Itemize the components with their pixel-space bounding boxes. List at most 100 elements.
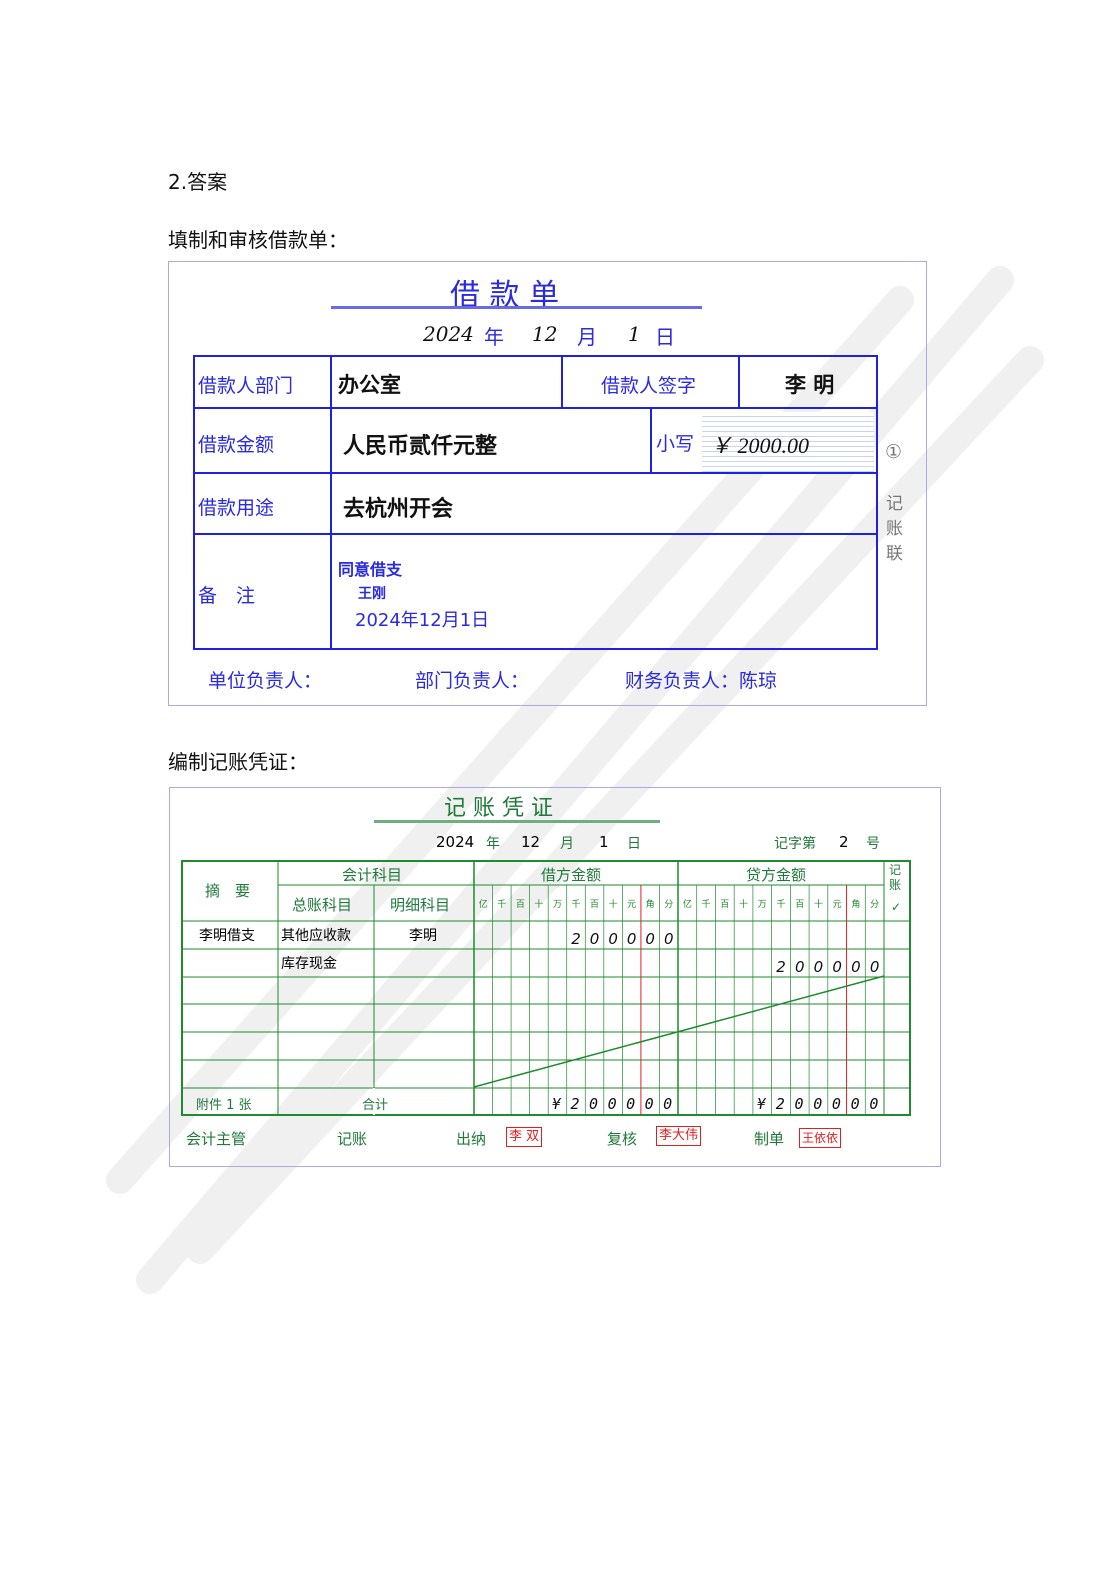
header-credit: 贷方金额 <box>746 866 807 884</box>
small-label: 小写 <box>656 433 695 455</box>
dept-label: 借款人部门 <box>198 375 294 397</box>
loan-date-year-label: 年 <box>484 325 504 349</box>
row2-general: 库存现金 <box>281 956 337 972</box>
voucher-date-day: 1 <box>599 833 609 851</box>
cancel-diagonal-line <box>473 975 885 1088</box>
voucher-date-month-label: 月 <box>560 836 574 852</box>
amount-number: ￥ 2000.00 <box>710 433 810 458</box>
purpose-value: 去杭州开会 <box>343 496 454 522</box>
purpose-label: 借款用途 <box>198 497 275 519</box>
header-general: 总账科目 <box>292 896 353 914</box>
digit-unit-label: 千 <box>571 899 580 910</box>
row-divider <box>193 472 876 474</box>
credit-digit: 0 <box>814 958 824 976</box>
preparer-stamp: 王依依 <box>799 1128 842 1148</box>
section-title: 2.答案 <box>168 170 228 194</box>
digit-unit-label: 元 <box>627 900 636 910</box>
loan-date-month: 12 <box>532 322 558 346</box>
attachments-count: 附件 1 张 <box>196 1098 252 1113</box>
digit-unit-label: 角 <box>646 898 655 910</box>
loan-date-month-label: 月 <box>577 325 597 349</box>
digit-unit-label: 十 <box>609 898 618 910</box>
debit-digit: 0 <box>590 930 600 948</box>
cashier-stamp: 李 双 <box>506 1127 543 1147</box>
remark-approval: 同意借支 <box>338 560 403 579</box>
footer-unit-head: 单位负责人： <box>208 670 323 692</box>
loan-caption: 填制和审核借款单： <box>168 228 348 252</box>
header-account: 会计科目 <box>342 866 403 884</box>
signoff-role: 制单 <box>754 1130 785 1148</box>
reviewer-stamp: 李大伟 <box>656 1126 702 1146</box>
voucher-table-border <box>181 860 911 1116</box>
debit-digit: 0 <box>645 930 655 948</box>
amount-hatch <box>702 412 874 472</box>
copy-number: ① <box>885 441 903 463</box>
voucher <box>169 787 941 1167</box>
credit-digit: 2 <box>776 958 786 976</box>
loan-table <box>193 355 878 650</box>
debit-digit: 0 <box>664 930 674 948</box>
remark-date: 2024年12月1日 <box>355 610 490 631</box>
loan-form <box>168 261 927 706</box>
row1-general: 其他应收款 <box>281 928 351 944</box>
signoff-role: 记账 <box>337 1130 368 1148</box>
remark-label: 备 注 <box>198 585 256 607</box>
footer-finance-head: 财务负责人：陈琼 <box>625 670 778 692</box>
digit-unit-label: 分 <box>664 899 673 910</box>
row1-summary: 李明借支 <box>199 928 255 944</box>
header-debit: 借方金额 <box>541 866 602 884</box>
col-divider <box>650 408 652 473</box>
credit-digit: 0 <box>795 958 805 976</box>
voucher-date-year: 2024 <box>436 833 475 851</box>
remark-signer: 王刚 <box>358 586 386 602</box>
voucher-date-day-label: 日 <box>627 836 641 852</box>
loan-date-year: 2024 <box>423 322 474 346</box>
amount-label: 借款金额 <box>198 434 275 456</box>
digit-unit-label: 元 <box>833 900 842 910</box>
voucher-date-month: 12 <box>521 833 541 851</box>
header-summary: 摘 要 <box>205 882 251 900</box>
voucher-number-prefix: 记字第 <box>774 836 816 852</box>
voucher-number-value: 2 <box>839 833 849 851</box>
digit-unit-label: 分 <box>870 899 879 910</box>
loan-date-day: 1 <box>628 322 641 346</box>
digit-unit-label: 亿 <box>683 898 692 910</box>
digit-unit-label: 十 <box>534 898 543 910</box>
total-credit-amount: ¥200000 <box>757 1095 889 1113</box>
col-divider <box>738 355 740 408</box>
digit-unit-label: 千 <box>497 899 506 910</box>
signoff-role: 复核 <box>607 1130 638 1148</box>
digit-unit-label: 百 <box>720 899 729 910</box>
voucher-title-underline <box>374 820 660 823</box>
col-divider <box>561 355 563 408</box>
posted-check: ✓ <box>891 900 902 914</box>
row-divider <box>193 533 876 535</box>
row1-detail: 李明 <box>409 928 437 944</box>
row-divider <box>193 407 876 409</box>
digit-unit-label: 万 <box>758 900 767 910</box>
voucher-title: 记 账 凭 证 <box>444 796 553 821</box>
digit-unit-label: 百 <box>795 899 804 910</box>
footer-dept-head: 部门负责人： <box>415 670 530 692</box>
total-debit-amount: ¥200000 <box>552 1095 682 1113</box>
title-underline <box>331 306 702 309</box>
voucher-date-year-label: 年 <box>486 836 500 852</box>
signoff-role: 会计主管 <box>186 1130 247 1148</box>
digit-unit-label: 千 <box>702 899 711 910</box>
voucher-number-suffix: 号 <box>866 836 880 852</box>
total-label: 合计 <box>362 1098 389 1113</box>
signer-label: 借款人签字 <box>601 375 697 397</box>
digit-unit-label: 亿 <box>479 898 488 910</box>
voucher-caption: 编制记账凭证： <box>168 750 308 774</box>
digit-unit-label: 万 <box>553 900 562 910</box>
loan-date-day-label: 日 <box>655 325 675 349</box>
credit-digit: 0 <box>832 958 842 976</box>
digit-unit-label: 千 <box>776 899 785 910</box>
dept-value: 办公室 <box>338 372 401 397</box>
credit-digit: 0 <box>870 958 880 976</box>
digit-unit-label: 百 <box>590 899 599 910</box>
signer-value: 李 明 <box>785 372 835 397</box>
digit-unit-label: 十 <box>814 898 823 910</box>
